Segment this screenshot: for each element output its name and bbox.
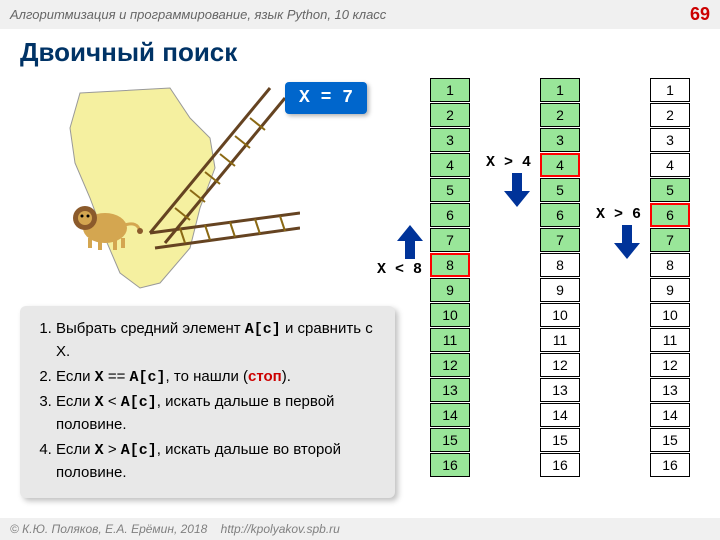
label-x-gt-4: X > 4 — [486, 154, 531, 171]
array-cell: 4 — [540, 153, 580, 177]
label-x-lt-8: X < 8 — [377, 261, 422, 278]
arrow-down-2 — [504, 173, 530, 207]
array-cell: 7 — [430, 228, 470, 252]
array-cell: 9 — [650, 278, 690, 302]
array-cell: 1 — [650, 78, 690, 102]
content-area: X = 7 12345678910111213141516 X < 8 1234… — [0, 78, 720, 518]
array-column-1: 12345678910111213141516 — [430, 78, 470, 477]
array-cell: 8 — [540, 253, 580, 277]
array-cell: 16 — [540, 453, 580, 477]
array-cell: 4 — [650, 153, 690, 177]
header: Алгоритмизация и программирование, язык … — [0, 0, 720, 29]
array-cell: 13 — [430, 378, 470, 402]
algo-step-1: Выбрать средний элемент A[c] и сравнить … — [56, 318, 379, 363]
africa-illustration — [20, 78, 300, 303]
array-cell: 14 — [650, 403, 690, 427]
slide-title: Двоичный поиск — [0, 29, 720, 78]
array-cell: 16 — [430, 453, 470, 477]
array-cell: 6 — [650, 203, 690, 227]
array-cell: 12 — [650, 353, 690, 377]
array-cell: 7 — [540, 228, 580, 252]
array-cell: 15 — [650, 428, 690, 452]
arrow-up-1 — [397, 225, 423, 259]
array-cell: 8 — [430, 253, 470, 277]
page-number: 69 — [690, 4, 710, 25]
algo-step-3: Если X < A[c], искать дальше в первой по… — [56, 391, 379, 436]
array-cell: 6 — [540, 203, 580, 227]
array-cell: 11 — [430, 328, 470, 352]
array-cell: 11 — [650, 328, 690, 352]
array-cell: 9 — [430, 278, 470, 302]
array-cell: 3 — [430, 128, 470, 152]
algo-step-2: Если X == A[c], то нашли (стоп). — [56, 366, 379, 389]
array-cell: 2 — [650, 103, 690, 127]
array-cell: 8 — [650, 253, 690, 277]
array-cell: 9 — [540, 278, 580, 302]
array-cell: 13 — [650, 378, 690, 402]
array-cell: 10 — [540, 303, 580, 327]
array-column-2: 12345678910111213141516 — [540, 78, 580, 477]
array-cell: 3 — [650, 128, 690, 152]
array-cell: 15 — [540, 428, 580, 452]
array-cell: 5 — [650, 178, 690, 202]
array-cell: 4 — [430, 153, 470, 177]
footer: © К.Ю. Поляков, Е.А. Ерёмин, 2018 http:/… — [0, 518, 720, 540]
array-column-3: 12345678910111213141516 — [650, 78, 690, 477]
array-cell: 11 — [540, 328, 580, 352]
array-cell: 10 — [650, 303, 690, 327]
array-cell: 5 — [430, 178, 470, 202]
array-cell: 3 — [540, 128, 580, 152]
array-cell: 1 — [430, 78, 470, 102]
array-cell: 15 — [430, 428, 470, 452]
footer-copyright: © К.Ю. Поляков, Е.А. Ерёмин, 2018 — [10, 522, 207, 536]
array-cell: 12 — [540, 353, 580, 377]
arrow-down-3 — [614, 225, 640, 259]
array-cell: 2 — [540, 103, 580, 127]
array-cell: 6 — [430, 203, 470, 227]
array-cell: 12 — [430, 353, 470, 377]
array-cell: 2 — [430, 103, 470, 127]
algorithm-box: Выбрать средний элемент A[c] и сравнить … — [20, 306, 395, 498]
array-cell: 13 — [540, 378, 580, 402]
header-subject: Алгоритмизация и программирование, язык … — [10, 7, 386, 22]
label-x-gt-6: X > 6 — [596, 206, 641, 223]
algo-step-4: Если X > A[c], искать дальше во второй п… — [56, 439, 379, 484]
array-cell: 16 — [650, 453, 690, 477]
x-value-box: X = 7 — [285, 82, 367, 114]
array-cell: 10 — [430, 303, 470, 327]
array-cell: 5 — [540, 178, 580, 202]
array-cell: 7 — [650, 228, 690, 252]
array-cell: 14 — [540, 403, 580, 427]
footer-link[interactable]: http://kpolyakov.spb.ru — [221, 522, 340, 536]
array-cell: 1 — [540, 78, 580, 102]
array-cell: 14 — [430, 403, 470, 427]
